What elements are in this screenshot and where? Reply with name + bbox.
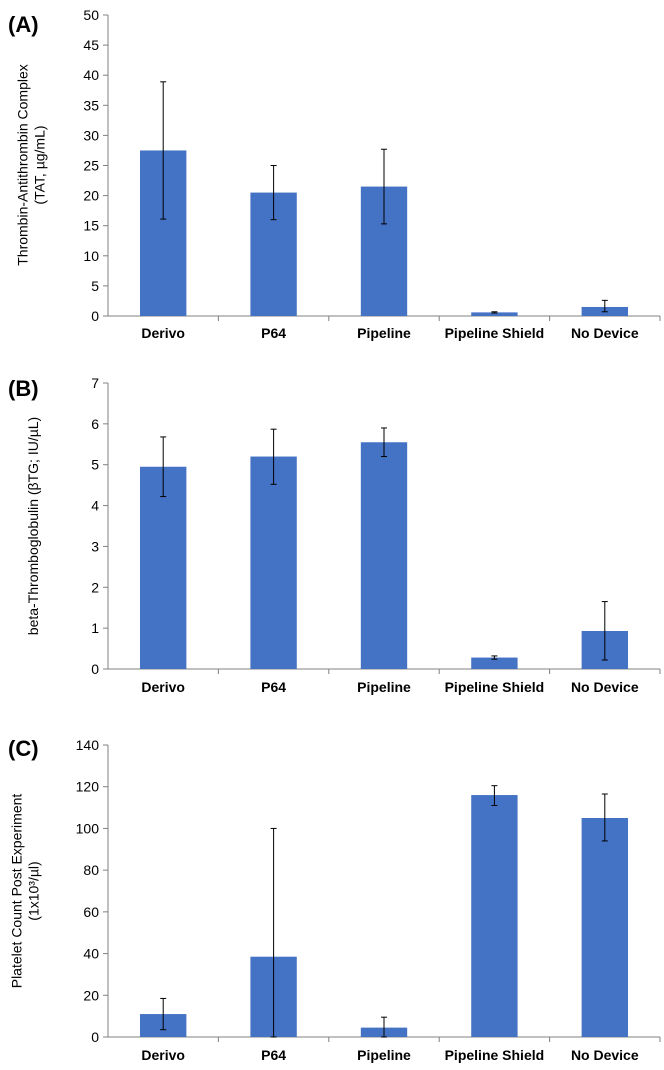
category-label: Pipeline Shield — [445, 1047, 545, 1063]
category-label: P64 — [261, 325, 286, 341]
y-axis-label: (TAT, µg/mL) — [32, 125, 48, 204]
y-tick-label: 0 — [91, 661, 99, 677]
y-tick-label: 40 — [83, 946, 99, 962]
y-tick-label: 40 — [83, 67, 99, 83]
y-tick-label: 6 — [91, 416, 99, 432]
y-tick-label: 0 — [91, 1029, 99, 1045]
category-label: No Device — [571, 325, 639, 341]
y-axis-label: Thrombin-Antithrombin Complex — [15, 64, 31, 266]
category-label: P64 — [261, 679, 286, 695]
category-label: Pipeline — [357, 325, 411, 341]
category-label: P64 — [261, 1047, 286, 1063]
y-tick-label: 3 — [91, 538, 99, 554]
y-tick-label: 2 — [91, 579, 99, 595]
panel-label: (A) — [8, 12, 39, 37]
y-tick-label: 25 — [83, 158, 99, 174]
y-tick-label: 30 — [83, 127, 99, 143]
y-tick-label: 100 — [76, 820, 100, 836]
y-tick-label: 20 — [83, 987, 99, 1003]
bar-pipeline-shield — [471, 657, 518, 669]
chart-panel-1: (B) 0 1 2 3 4 5 6 7 beta-Thromboglobulin (βTG; IU… — [8, 375, 661, 695]
y-tick-label: 60 — [83, 904, 99, 920]
category-label: Pipeline — [357, 679, 411, 695]
y-tick-label: 5 — [91, 457, 99, 473]
category-label: Pipeline — [357, 1047, 411, 1063]
chart-panel-0: (A) 0 5 10 15 20 25 30 35 40 45 50 Thrombin-Antithro… — [8, 7, 661, 341]
y-axis-label: Platelet Count Post Experiment — [9, 794, 25, 989]
category-label: Pipeline Shield — [445, 325, 545, 341]
bar-p64 — [250, 456, 297, 669]
y-tick-label: 4 — [91, 498, 99, 514]
panel-label: (B) — [8, 376, 39, 401]
bar-pipeline-shield — [471, 795, 518, 1037]
y-tick-label: 140 — [76, 737, 100, 753]
y-tick-label: 120 — [76, 779, 100, 795]
bar-pipeline-shield — [471, 312, 518, 316]
y-tick-label: 5 — [91, 278, 99, 294]
y-tick-label: 0 — [91, 308, 99, 324]
category-label: Derivo — [141, 1047, 185, 1063]
y-tick-label: 50 — [83, 7, 99, 23]
y-tick-label: 20 — [83, 188, 99, 204]
y-tick-label: 15 — [83, 218, 99, 234]
bar-pipeline — [360, 442, 408, 669]
category-label: Derivo — [141, 679, 185, 695]
category-label: Pipeline Shield — [445, 679, 545, 695]
y-axis-label: beta-Thromboglobulin (βTG; IU/µL) — [25, 417, 41, 635]
category-label: No Device — [571, 1047, 639, 1063]
panel-label: (C) — [8, 736, 39, 761]
bar-derivo — [140, 466, 187, 669]
y-tick-label: 7 — [91, 375, 99, 391]
y-tick-label: 45 — [83, 37, 99, 53]
y-tick-label: 1 — [91, 620, 99, 636]
bar-no-device — [581, 818, 628, 1037]
y-axis-label: (1x10³/µl) — [26, 861, 42, 920]
category-label: Derivo — [141, 325, 185, 341]
category-label: No Device — [571, 679, 639, 695]
y-tick-label: 80 — [83, 862, 99, 878]
y-tick-label: 35 — [83, 97, 99, 113]
y-tick-label: 10 — [83, 248, 99, 264]
chart-panel-2: (C) 0 20 40 60 80 100 120 140 Platelet Count Post… — [8, 736, 661, 1063]
